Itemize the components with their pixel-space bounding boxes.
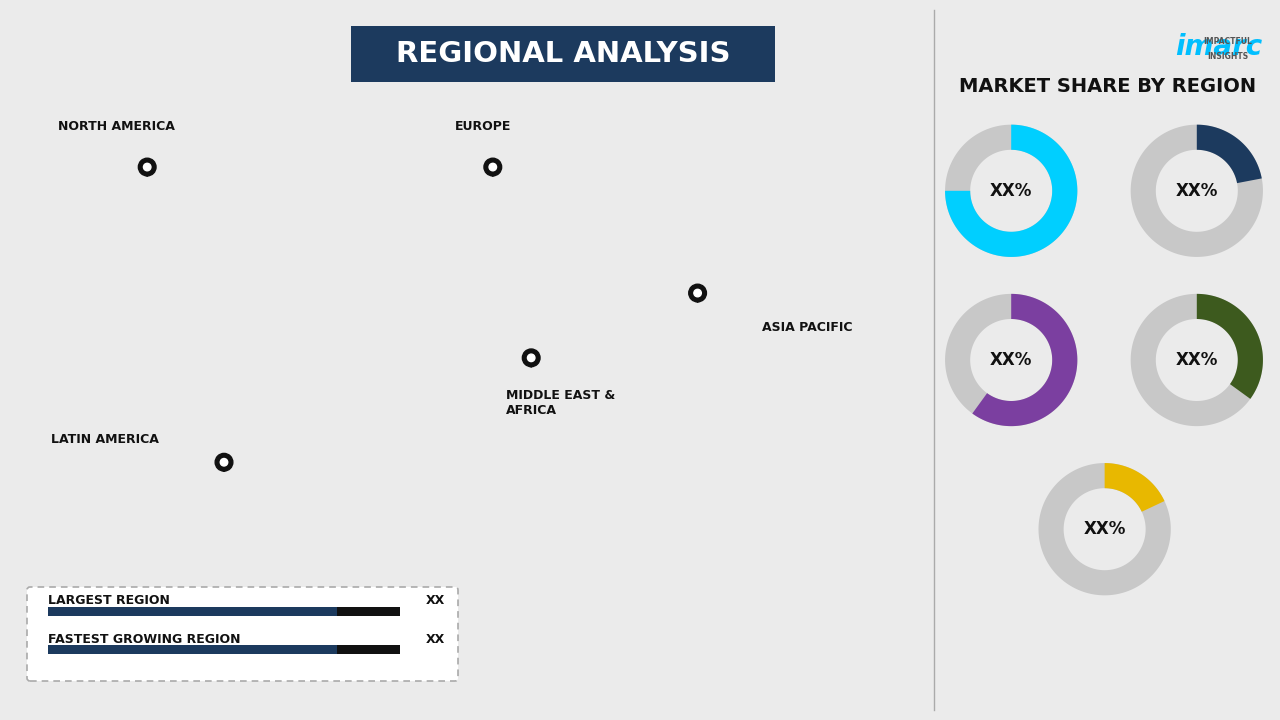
FancyBboxPatch shape bbox=[351, 26, 776, 82]
Bar bbox=[337, 607, 399, 616]
Bar bbox=[49, 607, 337, 616]
Text: XX%: XX% bbox=[1083, 520, 1126, 539]
Circle shape bbox=[220, 459, 228, 466]
Bar bbox=[49, 645, 337, 654]
Polygon shape bbox=[1038, 463, 1171, 595]
Circle shape bbox=[143, 163, 151, 171]
Polygon shape bbox=[1197, 294, 1263, 399]
Polygon shape bbox=[691, 293, 704, 302]
Polygon shape bbox=[945, 125, 1078, 257]
Text: MIDDLE EAST &
AFRICA: MIDDLE EAST & AFRICA bbox=[506, 390, 614, 417]
Text: REGIONAL ANALYSIS: REGIONAL ANALYSIS bbox=[396, 40, 731, 68]
Circle shape bbox=[484, 158, 502, 176]
Text: XX%: XX% bbox=[989, 351, 1033, 369]
Text: FASTEST GROWING REGION: FASTEST GROWING REGION bbox=[49, 633, 241, 646]
Text: ASIA PACIFIC: ASIA PACIFIC bbox=[762, 321, 852, 334]
Polygon shape bbox=[141, 167, 154, 176]
Text: imarc: imarc bbox=[1175, 33, 1262, 60]
Text: LATIN AMERICA: LATIN AMERICA bbox=[51, 433, 159, 446]
Circle shape bbox=[522, 349, 540, 366]
Circle shape bbox=[215, 454, 233, 471]
Polygon shape bbox=[1130, 125, 1263, 257]
Polygon shape bbox=[525, 358, 538, 367]
Bar bbox=[337, 645, 399, 654]
Polygon shape bbox=[1105, 463, 1165, 512]
Text: XX%: XX% bbox=[1175, 182, 1219, 200]
Text: EUROPE: EUROPE bbox=[454, 120, 511, 132]
Text: XX%: XX% bbox=[989, 182, 1033, 200]
Circle shape bbox=[138, 158, 156, 176]
Text: LARGEST REGION: LARGEST REGION bbox=[49, 594, 170, 607]
Polygon shape bbox=[973, 294, 1078, 426]
Polygon shape bbox=[218, 462, 230, 472]
Text: NORTH AMERICA: NORTH AMERICA bbox=[58, 120, 174, 132]
Polygon shape bbox=[1197, 125, 1262, 183]
Text: INSIGHTS: INSIGHTS bbox=[1207, 52, 1248, 60]
Polygon shape bbox=[1130, 294, 1263, 426]
Text: MARKET SHARE BY REGION: MARKET SHARE BY REGION bbox=[959, 77, 1256, 96]
Polygon shape bbox=[945, 294, 1078, 426]
Text: XX: XX bbox=[426, 594, 445, 607]
Text: IMPACTFUL: IMPACTFUL bbox=[1203, 37, 1252, 46]
Circle shape bbox=[694, 289, 701, 297]
Text: XX%: XX% bbox=[1175, 351, 1219, 369]
Circle shape bbox=[489, 163, 497, 171]
Text: XX: XX bbox=[426, 633, 445, 646]
Polygon shape bbox=[486, 167, 499, 176]
Circle shape bbox=[527, 354, 535, 361]
Circle shape bbox=[689, 284, 707, 302]
Polygon shape bbox=[945, 125, 1078, 257]
FancyBboxPatch shape bbox=[27, 587, 458, 681]
